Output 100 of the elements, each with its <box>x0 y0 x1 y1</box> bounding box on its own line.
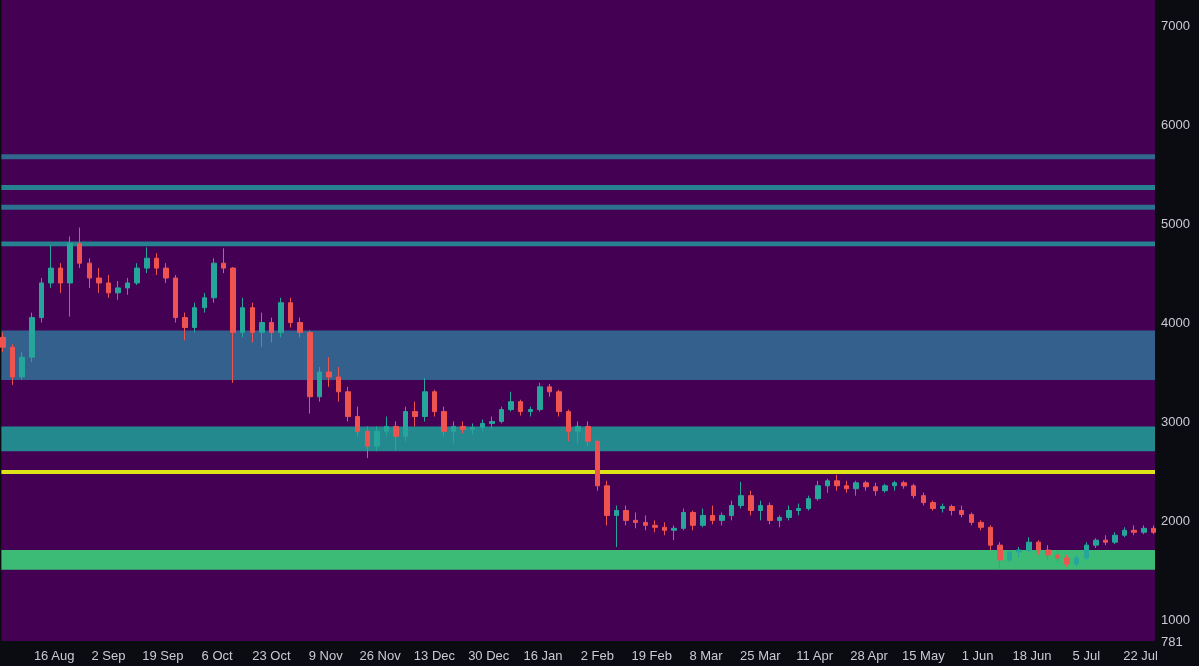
candlestick <box>403 406 408 442</box>
candlestick <box>489 416 495 430</box>
candlestick <box>154 252 159 276</box>
candlestick <box>422 377 428 422</box>
candlestick <box>882 483 888 494</box>
candlestick <box>211 257 217 304</box>
candlestick <box>758 500 763 521</box>
candlestick <box>144 246 150 274</box>
candlestick <box>988 524 993 551</box>
candlestick <box>978 519 984 531</box>
candlestick <box>1016 546 1022 559</box>
candlestick <box>815 480 821 502</box>
y-tick-label: 3000 <box>1161 413 1190 429</box>
candlestick <box>1064 554 1070 568</box>
x-tick-label: 8 Mar <box>689 648 724 663</box>
candlestick <box>307 329 313 415</box>
candlestick <box>19 351 25 381</box>
candlestick <box>221 247 226 274</box>
candlestick <box>192 302 197 333</box>
x-tick-label: 6 Oct <box>201 648 234 663</box>
candlestick <box>365 425 370 459</box>
candlestick <box>786 505 792 521</box>
candlestick <box>1045 544 1051 561</box>
x-tick-label: 28 Apr <box>850 648 889 663</box>
candlestick <box>10 343 15 386</box>
candlestick <box>508 391 514 413</box>
candlestick <box>566 409 571 442</box>
candlestick <box>125 277 130 296</box>
candlestick <box>412 401 418 427</box>
x-tick-label: 22 Jul <box>1123 648 1159 663</box>
y-tick-label: 7000 <box>1161 18 1190 34</box>
x-tick-label: 15 May <box>902 648 946 663</box>
candlestick <box>700 508 706 528</box>
candlestick <box>873 482 878 497</box>
candlestick <box>853 480 859 497</box>
candlestick <box>355 406 360 437</box>
candlestick <box>240 297 245 338</box>
candlestick <box>163 262 169 284</box>
x-tick-label: 18 Jun <box>1012 648 1052 663</box>
candlestick <box>777 514 782 528</box>
x-tick-label: 11 Apr <box>796 648 834 663</box>
y-tick-label: 6000 <box>1161 117 1190 133</box>
candlestick <box>259 312 265 348</box>
candlestick <box>480 418 485 432</box>
candlestick <box>767 502 773 525</box>
candlestick <box>1026 536 1032 553</box>
x-tick-label: 2 Sep <box>91 648 126 663</box>
candlestick <box>643 514 648 531</box>
candlestick <box>834 474 840 492</box>
candlestick <box>863 480 869 492</box>
candlestick <box>451 420 456 444</box>
candlestick <box>441 406 447 437</box>
candlestick <box>911 483 916 500</box>
candlestick <box>1141 524 1147 535</box>
candlestick <box>345 386 351 422</box>
x-tick-label: 23 Oct <box>252 648 291 663</box>
candlestick <box>384 416 389 437</box>
candlestick <box>182 312 188 341</box>
candlestick <box>690 510 696 531</box>
candlestick <box>297 317 303 338</box>
candlestick <box>1093 537 1099 549</box>
x-tick-label: 1 Jun <box>961 648 994 663</box>
candlestick <box>662 521 667 536</box>
candlestick <box>1007 549 1012 563</box>
candlestick <box>547 383 552 398</box>
candlestick <box>652 519 658 533</box>
y-tick-label: 2000 <box>1161 512 1190 528</box>
candlestick <box>460 420 466 434</box>
candlestick <box>77 227 82 269</box>
candlestick <box>825 478 830 494</box>
x-tick-label: 16 Aug <box>33 648 75 663</box>
candlestick <box>269 317 274 343</box>
candlestick <box>1151 524 1156 535</box>
candlestick <box>96 267 102 294</box>
x-tick-label: 13 Dec <box>413 648 456 663</box>
candlestick <box>949 504 955 516</box>
candlestick <box>317 366 322 403</box>
candlestick <box>1122 526 1127 538</box>
y-tick-label: 5000 <box>1161 216 1190 232</box>
x-tick-label: 26 Nov <box>359 648 402 663</box>
candlestick <box>719 511 725 526</box>
candlestick <box>738 481 744 510</box>
candlestick <box>575 420 581 444</box>
candlestick <box>930 500 936 511</box>
candlestick <box>58 262 63 294</box>
candlestick <box>806 495 811 511</box>
candlestick <box>671 524 677 541</box>
candlestick <box>1103 534 1108 546</box>
candlestick <box>595 438 600 492</box>
candlestick <box>250 302 255 343</box>
candlestick <box>48 244 54 289</box>
x-tick-label: 2 Feb <box>580 648 614 663</box>
candlestick <box>393 420 399 451</box>
candlestick <box>134 262 140 286</box>
candlestick <box>202 292 207 314</box>
x-tick-label: 30 Dec <box>468 648 510 663</box>
candlestick <box>115 280 121 301</box>
candlestick <box>106 274 111 299</box>
candlestick <box>556 389 562 418</box>
candlestick <box>604 480 610 526</box>
